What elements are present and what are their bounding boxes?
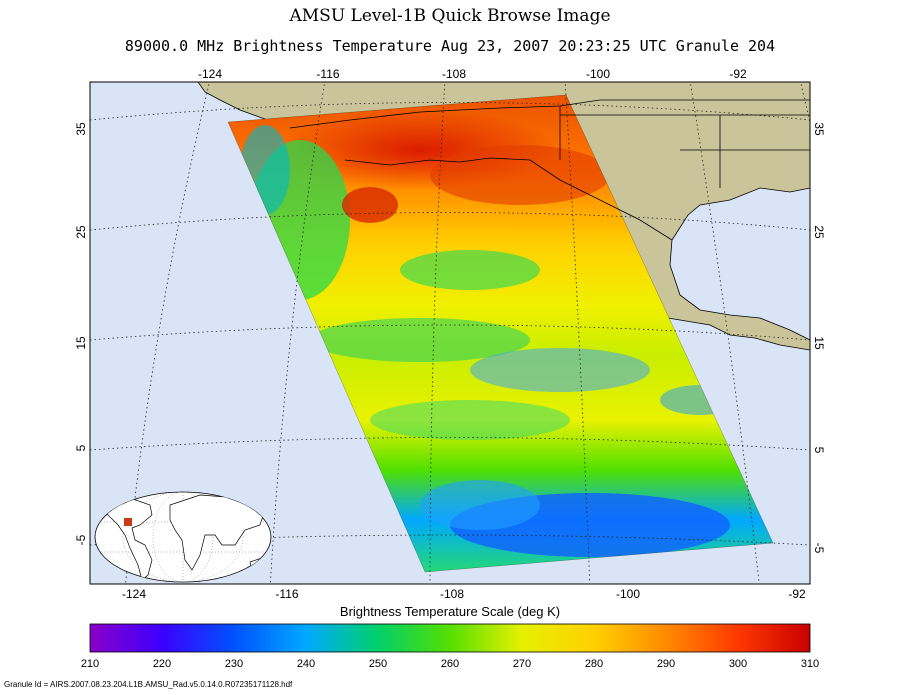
colorbar-tick-label: 230 (225, 658, 243, 670)
map-frame (89, 81, 811, 585)
inset-world-map (94, 491, 272, 583)
lat-tick-right: 35 (812, 122, 826, 136)
lat-ticks-right: 35 25 15 5 -5 (812, 122, 826, 553)
lon-tick-bottom: -116 (275, 587, 298, 601)
inset-americas (104, 497, 153, 581)
lon-tick-top: -100 (586, 67, 610, 81)
lon-tick-bottom: -92 (788, 587, 806, 601)
lon-tick-bottom: -108 (440, 587, 464, 601)
lat-tick-left: 25 (74, 225, 88, 239)
lon-tick-top: -108 (442, 67, 466, 81)
colorbar-label: Brightness Temperature Scale (deg K) (339, 604, 561, 619)
colorbar-tick-label: 270 (513, 658, 531, 670)
lat-tick-left: 5 (74, 444, 88, 451)
colorbar-tick-label: 210 (81, 658, 99, 670)
political-boundaries (289, 99, 810, 241)
colorbar-tick-label: 240 (297, 658, 315, 670)
inset-swath-marker (124, 518, 132, 526)
lat-tick-left: 15 (74, 336, 88, 350)
lon-ticks-bottom: -124 -116 -108 -100 -92 (122, 587, 806, 601)
lon-tick-top: -92 (729, 67, 747, 81)
lat-tick-left: 35 (74, 122, 88, 136)
colorbar-tick-label: 290 (657, 658, 675, 670)
lat-tick-left: -5 (74, 534, 88, 545)
chart-subtitle: 89000.0 MHz Brightness Temperature Aug 2… (124, 37, 776, 55)
lat-tick-right: -5 (812, 543, 826, 554)
colorbar-tick-label: 280 (585, 658, 603, 670)
lat-tick-right: 15 (812, 336, 826, 350)
map-area (90, 82, 810, 584)
colorbar-ticks: 210 220 230 240 250 260 270 280 290 300 310 (81, 658, 819, 670)
lon-tick-bottom: -100 (616, 587, 640, 601)
lat-ticks-left: 35 25 15 5 -5 (74, 122, 88, 545)
colorbar-tick-label: 250 (369, 658, 387, 670)
lon-tick-top: -116 (316, 67, 339, 81)
lon-tick-bottom: -124 (122, 587, 146, 601)
lon-tick-top: -124 (198, 67, 222, 81)
chart-title: AMSU Level-1B Quick Browse Image (289, 6, 611, 26)
lat-tick-right: 25 (812, 225, 826, 239)
lon-ticks-top: -124 -116 -108 -100 -92 (198, 67, 747, 81)
colorbar (89, 623, 811, 653)
colorbar-tick-label: 310 (801, 658, 819, 670)
colorbar-tick-label: 220 (153, 658, 171, 670)
lat-tick-right: 5 (812, 447, 826, 454)
colorbar-tick-label: 300 (729, 658, 747, 670)
granule-id: Granule Id = AIRS.2007.08.23.204.L1B.AMS… (4, 680, 293, 689)
colorbar-tick-label: 260 (441, 658, 459, 670)
